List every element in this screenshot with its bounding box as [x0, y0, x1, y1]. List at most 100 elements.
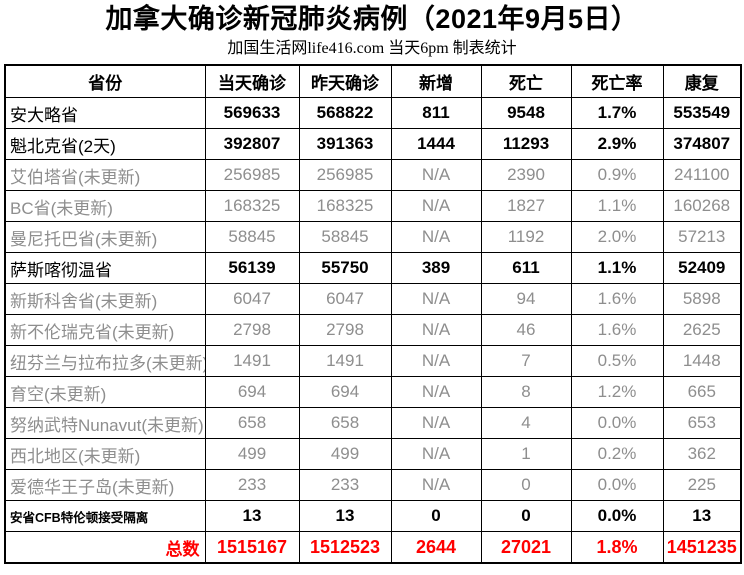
total-new-cell: 2644	[390, 531, 482, 564]
new-cell: N/A	[390, 376, 482, 408]
death-rate-cell: 0.5%	[570, 345, 664, 377]
province-cell: 安省CFB特伦顿接受隔离	[4, 500, 206, 532]
yesterday-cell: 1491	[298, 345, 392, 377]
recovered-cell: 553549	[662, 97, 742, 129]
death-rate-cell: 0.2%	[570, 438, 664, 470]
header-new: 新增	[390, 64, 482, 98]
province-cell: 育空(未更新)	[4, 376, 206, 408]
table-row: 西北地区(未更新) 499 499 N/A 1 0.2% 362	[4, 438, 742, 470]
new-cell: N/A	[390, 469, 482, 501]
page-title: 加拿大确诊新冠肺炎病例（2021年9月5日）	[105, 4, 639, 34]
province-cell: 艾伯塔省(未更新)	[4, 159, 206, 191]
table-row: 爱德华王子岛(未更新) 233 233 N/A 0 0.0% 225	[4, 469, 742, 501]
yesterday-cell: 2798	[298, 314, 392, 346]
province-cell: BC省(未更新)	[4, 190, 206, 222]
yesterday-cell: 55750	[298, 252, 392, 284]
province-cell: 萨斯喀彻温省	[4, 252, 206, 284]
total-death-rate-cell: 1.8%	[570, 531, 664, 564]
new-cell: 811	[390, 97, 482, 129]
deaths-cell: 0	[480, 469, 572, 501]
table-row: 努纳武特Nunavut(未更新) 658 658 N/A 4 0.0% 653	[4, 407, 742, 439]
deaths-cell: 2390	[480, 159, 572, 191]
province-cell: 魁北克省(2天)	[4, 128, 206, 160]
covid-stats-table: 省份 当天确诊 昨天确诊 新增 死亡 死亡率 康复 安大略省 569633 56…	[4, 64, 742, 564]
recovered-cell: 57213	[662, 221, 742, 253]
recovered-cell: 653	[662, 407, 742, 439]
total-yesterday-cell: 1512523	[298, 531, 392, 564]
yesterday-cell: 233	[298, 469, 392, 501]
province-cell: 西北地区(未更新)	[4, 438, 206, 470]
today-cell: 694	[204, 376, 300, 408]
recovered-cell: 374807	[662, 128, 742, 160]
death-rate-cell: 1.6%	[570, 283, 664, 315]
deaths-cell: 46	[480, 314, 572, 346]
new-cell: 389	[390, 252, 482, 284]
today-cell: 499	[204, 438, 300, 470]
table-row: 新斯科舍省(未更新) 6047 6047 N/A 94 1.6% 5898	[4, 283, 742, 315]
recovered-cell: 160268	[662, 190, 742, 222]
death-rate-cell: 1.1%	[570, 252, 664, 284]
deaths-cell: 1827	[480, 190, 572, 222]
total-today-cell: 1515167	[204, 531, 300, 564]
yesterday-cell: 168325	[298, 190, 392, 222]
new-cell: N/A	[390, 345, 482, 377]
yesterday-cell: 391363	[298, 128, 392, 160]
yesterday-cell: 694	[298, 376, 392, 408]
recovered-cell: 2625	[662, 314, 742, 346]
recovered-cell: 52409	[662, 252, 742, 284]
today-cell: 256985	[204, 159, 300, 191]
today-cell: 2798	[204, 314, 300, 346]
today-cell: 392807	[204, 128, 300, 160]
deaths-cell: 94	[480, 283, 572, 315]
table-row: 安大略省 569633 568822 811 9548 1.7% 553549	[4, 97, 742, 129]
today-cell: 58845	[204, 221, 300, 253]
yesterday-cell: 658	[298, 407, 392, 439]
table-row: 安省CFB特伦顿接受隔离 13 13 0 0 0.0% 13	[4, 500, 742, 532]
deaths-cell: 4	[480, 407, 572, 439]
new-cell: N/A	[390, 190, 482, 222]
new-cell: N/A	[390, 221, 482, 253]
death-rate-cell: 0.0%	[570, 469, 664, 501]
recovered-cell: 5898	[662, 283, 742, 315]
header-death-rate: 死亡率	[570, 64, 664, 98]
province-cell: 曼尼托巴省(未更新)	[4, 221, 206, 253]
today-cell: 6047	[204, 283, 300, 315]
death-rate-cell: 0.9%	[570, 159, 664, 191]
deaths-cell: 7	[480, 345, 572, 377]
header-province: 省份	[4, 64, 206, 98]
province-cell: 努纳武特Nunavut(未更新)	[4, 407, 206, 439]
header-yesterday: 昨天确诊	[298, 64, 392, 98]
header-deaths: 死亡	[480, 64, 572, 98]
today-cell: 168325	[204, 190, 300, 222]
today-cell: 1491	[204, 345, 300, 377]
total-recovered-cell: 1451235	[662, 531, 742, 564]
page-subtitle: 加国生活网life416.com 当天6pm 制表统计	[227, 40, 517, 57]
yesterday-cell: 256985	[298, 159, 392, 191]
deaths-cell: 9548	[480, 97, 572, 129]
new-cell: 0	[390, 500, 482, 532]
recovered-cell: 241100	[662, 159, 742, 191]
table-row: 新不伦瑞克省(未更新) 2798 2798 N/A 46 1.6% 2625	[4, 314, 742, 346]
death-rate-cell: 1.1%	[570, 190, 664, 222]
recovered-cell: 1448	[662, 345, 742, 377]
deaths-cell: 1	[480, 438, 572, 470]
yesterday-cell: 6047	[298, 283, 392, 315]
province-cell: 安大略省	[4, 97, 206, 129]
table-header-row: 省份 当天确诊 昨天确诊 新增 死亡 死亡率 康复	[4, 64, 742, 98]
death-rate-cell: 1.7%	[570, 97, 664, 129]
province-cell: 纽芬兰与拉布拉多(未更新)	[4, 345, 206, 377]
table-row: 萨斯喀彻温省 56139 55750 389 611 1.1% 52409	[4, 252, 742, 284]
today-cell: 569633	[204, 97, 300, 129]
death-rate-cell: 1.6%	[570, 314, 664, 346]
province-cell: 新不伦瑞克省(未更新)	[4, 314, 206, 346]
new-cell: N/A	[390, 438, 482, 470]
table-row: 艾伯塔省(未更新) 256985 256985 N/A 2390 0.9% 24…	[4, 159, 742, 191]
death-rate-cell: 2.0%	[570, 221, 664, 253]
recovered-cell: 13	[662, 500, 742, 532]
yesterday-cell: 568822	[298, 97, 392, 129]
recovered-cell: 362	[662, 438, 742, 470]
table-row: 纽芬兰与拉布拉多(未更新) 1491 1491 N/A 7 0.5% 1448	[4, 345, 742, 377]
total-row: 总数 1515167 1512523 2644 27021 1.8% 14512…	[4, 531, 742, 564]
today-cell: 13	[204, 500, 300, 532]
